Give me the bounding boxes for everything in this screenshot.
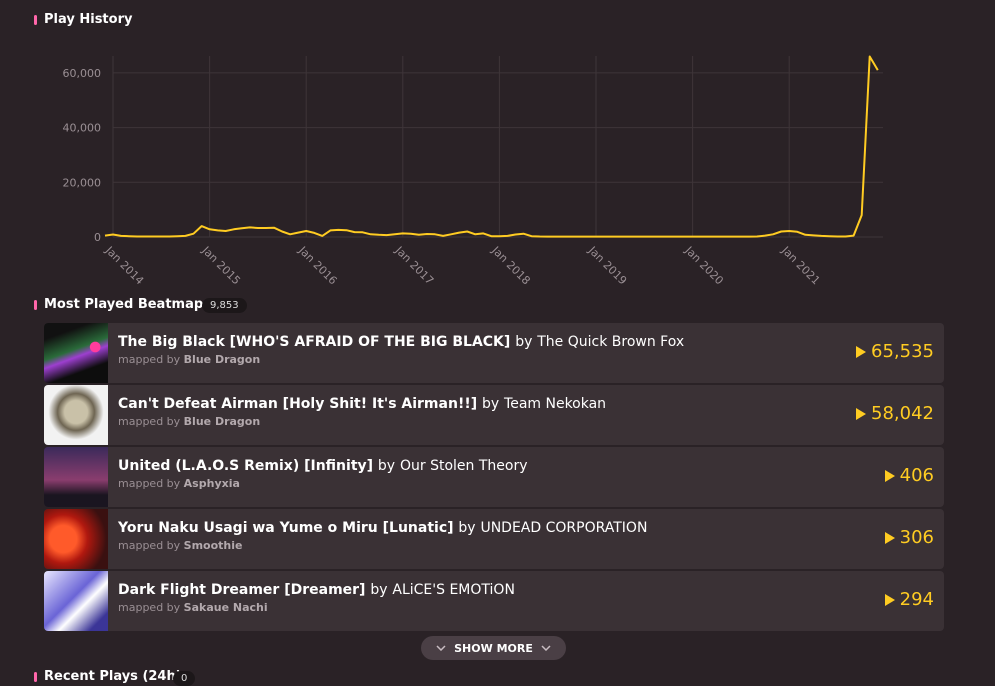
beatmap-title: The Big Black [WHO'S AFRAID OF THE BIG B…	[118, 334, 511, 350]
beatmap-row[interactable]: The Big Black [WHO'S AFRAID OF THE BIG B…	[44, 323, 944, 383]
by-label: by	[515, 334, 533, 350]
count-badge: 9,853	[202, 298, 247, 313]
play-count-value: 406	[899, 465, 934, 486]
play-count: 406	[883, 465, 934, 486]
chart: 0 20,000 40,000 60,000 Jan 2014 Jan 2015 Jan 2…	[63, 55, 883, 287]
beatmap-title-line: Can't Defeat Airman [Holy Shit! It's Air…	[118, 396, 606, 412]
beatmap-thumbnail	[44, 323, 108, 383]
beatmap-row[interactable]: Can't Defeat Airman [Holy Shit! It's Air…	[44, 385, 944, 445]
mapper-line: mapped by Sakaue Nachi	[118, 601, 268, 614]
beatmap-thumbnail	[44, 385, 108, 445]
beatmap-thumbnail	[44, 571, 108, 631]
play-icon	[856, 345, 867, 358]
section-title: Play History	[33, 12, 133, 27]
x-tick-label: Jan 2014	[102, 243, 146, 287]
mapper-name: Asphyxia	[183, 477, 240, 490]
by-label: by	[370, 582, 388, 598]
beatmap-row[interactable]: United (L.A.O.S Remix) [Infinity] by Our…	[44, 447, 944, 507]
show-more-button[interactable]: SHOW MORE	[421, 636, 566, 660]
beatmap-artist: Our Stolen Theory	[399, 458, 528, 474]
beatmap-thumbnail	[44, 509, 108, 569]
mapper-name: Blue Dragon	[183, 353, 261, 366]
play-count: 306	[883, 527, 934, 548]
by-label: by	[458, 520, 476, 536]
line	[104, 55, 879, 238]
play-icon	[884, 531, 895, 544]
beatmap-title: Yoru Naku Usagi wa Yume o Miru [Lunatic]	[118, 520, 454, 536]
play-count-value: 306	[899, 527, 934, 548]
play-count-value: 58,042	[871, 403, 934, 424]
y-tick-label: 20,000	[63, 176, 102, 189]
chevron	[436, 645, 446, 651]
play-count: 294	[883, 589, 934, 610]
mapped-by-label: mapped by	[118, 539, 181, 552]
mapped-by-label: mapped by	[118, 415, 181, 428]
mapped-by-label: mapped by	[118, 601, 181, 614]
y-tick-label: 0	[94, 231, 101, 244]
beatmap-title-line: The Big Black [WHO'S AFRAID OF THE BIG B…	[118, 334, 684, 350]
beatmap-thumbnail	[44, 447, 108, 507]
x-tick-label: Jan 2021	[778, 243, 822, 287]
by-label: by	[377, 458, 396, 474]
section-title: Recent Plays (24h)	[34, 669, 182, 684]
x-tick-label: Jan 2019	[585, 243, 629, 287]
y-tick-label: 60,000	[63, 67, 102, 80]
mapper-line: mapped by Blue Dragon	[118, 353, 260, 366]
mapped-by-label: mapped by	[118, 353, 181, 366]
beatmap-title: Dark Flight Dreamer [Dreamer]	[118, 582, 366, 598]
beatmap-title: Can't Defeat Airman [Holy Shit! It's Air…	[118, 396, 478, 412]
play-count-value: 294	[899, 589, 934, 610]
beatmap-artist: ALiCE'S EMOTiON	[392, 582, 515, 598]
mapper-line: mapped by Smoothie	[118, 539, 243, 552]
x-tick-label: Jan 2020	[682, 243, 726, 287]
by-label: by	[481, 396, 500, 412]
play-count: 65,535	[854, 341, 934, 362]
beatmap-title-line: Dark Flight Dreamer [Dreamer] by ALiCE'S…	[118, 582, 515, 598]
beatmap-artist: Team Nekokan	[504, 396, 607, 412]
beatmap-title-line: United (L.A.O.S Remix) [Infinity] by Our…	[118, 458, 527, 474]
mapper-name: Smoothie	[183, 539, 243, 552]
x-tick-label: Jan 2016	[295, 243, 339, 287]
chevron	[541, 645, 551, 651]
beatmap-row[interactable]: Yoru Naku Usagi wa Yume o Miru [Lunatic]…	[44, 509, 944, 569]
x-tick-label: Jan 2018	[489, 243, 533, 287]
play-count: 58,042	[854, 403, 934, 424]
mapped-by-label: mapped by	[118, 477, 181, 490]
beatmap-artist: UNDEAD CORPORATION	[480, 520, 648, 536]
beatmap-artist: The Quick Brown Fox	[537, 334, 685, 350]
play-icon	[856, 407, 867, 420]
x-tick-label: Jan 2015	[199, 243, 243, 287]
mapper-name: Sakaue Nachi	[183, 601, 268, 614]
play-count-value: 65,535	[871, 341, 934, 362]
beatmap-row[interactable]: Dark Flight Dreamer [Dreamer] by ALiCE'S…	[44, 571, 944, 631]
play-icon	[884, 469, 895, 482]
play-icon	[884, 593, 895, 606]
button-label: SHOW MORE	[454, 641, 533, 655]
beatmap-title: United (L.A.O.S Remix) [Infinity]	[118, 458, 374, 474]
mapper-line: mapped by Blue Dragon	[118, 415, 260, 428]
mapper-line: mapped by Asphyxia	[118, 477, 240, 490]
beatmap-title-line: Yoru Naku Usagi wa Yume o Miru [Lunatic]…	[118, 520, 647, 536]
mapper-name: Blue Dragon	[183, 415, 261, 428]
y-tick-label: 40,000	[63, 122, 102, 135]
x-tick-label: Jan 2017	[392, 243, 436, 287]
section-title: Most Played Beatmaps	[34, 297, 211, 312]
